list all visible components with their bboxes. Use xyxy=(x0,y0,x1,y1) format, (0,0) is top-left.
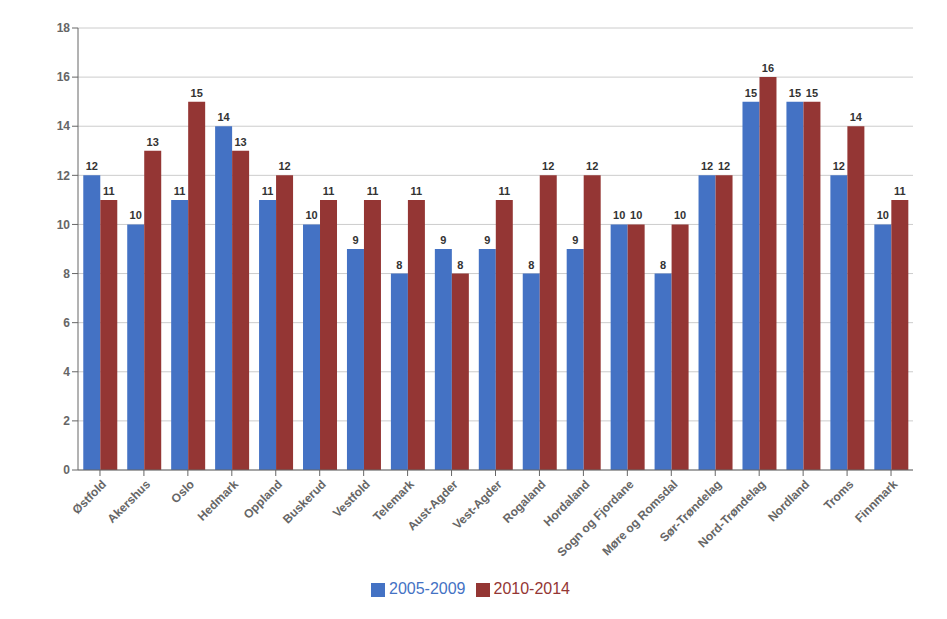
svg-text:12: 12 xyxy=(542,160,554,172)
svg-text:Telemark: Telemark xyxy=(370,477,417,524)
svg-text:10: 10 xyxy=(613,209,625,221)
svg-text:9: 9 xyxy=(440,234,446,246)
svg-text:15: 15 xyxy=(191,87,203,99)
svg-text:16: 16 xyxy=(762,62,774,74)
svg-text:8: 8 xyxy=(63,267,70,281)
svg-text:Finnmark: Finnmark xyxy=(852,477,900,525)
svg-text:9: 9 xyxy=(572,234,578,246)
svg-text:12: 12 xyxy=(586,160,598,172)
svg-text:Møre og Romsdal: Møre og Romsdal xyxy=(599,477,680,558)
svg-text:0: 0 xyxy=(63,463,70,477)
svg-text:Vestfold: Vestfold xyxy=(330,477,373,520)
svg-text:10: 10 xyxy=(630,209,642,221)
svg-text:Nordland: Nordland xyxy=(765,477,812,524)
svg-text:14: 14 xyxy=(57,119,71,133)
svg-text:Vest-Agder: Vest-Agder xyxy=(450,477,505,532)
svg-text:Oppland: Oppland xyxy=(241,477,285,521)
svg-text:Buskerud: Buskerud xyxy=(280,477,329,526)
svg-text:11: 11 xyxy=(367,185,379,197)
svg-text:12: 12 xyxy=(701,160,713,172)
svg-text:8: 8 xyxy=(528,259,534,271)
svg-text:Sogn og Fjordane: Sogn og Fjordane xyxy=(555,477,637,559)
svg-text:12: 12 xyxy=(86,160,98,172)
svg-text:6: 6 xyxy=(63,316,70,330)
svg-text:8: 8 xyxy=(457,259,463,271)
svg-text:14: 14 xyxy=(217,111,230,123)
svg-text:12: 12 xyxy=(718,160,730,172)
svg-text:10: 10 xyxy=(877,209,889,221)
html-text:2010-2014: 2010-2014 xyxy=(493,580,570,597)
svg-text:Oslo: Oslo xyxy=(168,477,197,506)
svg-text:Rogaland: Rogaland xyxy=(500,477,549,526)
svg-text:15: 15 xyxy=(806,87,818,99)
svg-text:Aust-Agder: Aust-Agder xyxy=(404,477,461,534)
svg-text:Akershus: Akershus xyxy=(105,477,154,526)
svg-text:Sør-Trøndelag: Sør-Trøndelag xyxy=(657,477,725,545)
svg-text:10: 10 xyxy=(130,209,142,221)
svg-text:13: 13 xyxy=(234,136,246,148)
svg-text:14: 14 xyxy=(850,111,863,123)
svg-text:11: 11 xyxy=(894,185,906,197)
svg-text:11: 11 xyxy=(498,185,510,197)
svg-text:13: 13 xyxy=(147,136,159,148)
svg-text:9: 9 xyxy=(352,234,358,246)
svg-text:4: 4 xyxy=(63,365,70,379)
svg-text:Østfold: Østfold xyxy=(70,477,110,517)
svg-text:10: 10 xyxy=(305,209,317,221)
svg-text:Hordaland: Hordaland xyxy=(540,477,593,530)
svg-text:11: 11 xyxy=(323,185,335,197)
svg-text:11: 11 xyxy=(262,185,274,197)
svg-text:15: 15 xyxy=(745,87,757,99)
svg-text:12: 12 xyxy=(57,169,71,183)
svg-text:Nord-Trøndelag: Nord-Trøndelag xyxy=(695,477,768,550)
svg-text:11: 11 xyxy=(103,185,115,197)
svg-text:10: 10 xyxy=(57,218,71,232)
html-text:2005-2009: 2005-2009 xyxy=(389,580,466,597)
svg-text:Troms: Troms xyxy=(821,477,857,513)
svg-text:9: 9 xyxy=(484,234,490,246)
svg-text:18: 18 xyxy=(57,21,71,35)
svg-text:11: 11 xyxy=(174,185,186,197)
svg-text:Hedmark: Hedmark xyxy=(195,477,241,523)
svg-text:10: 10 xyxy=(674,209,686,221)
svg-text:16: 16 xyxy=(57,70,71,84)
svg-text:8: 8 xyxy=(660,259,666,271)
svg-text:12: 12 xyxy=(833,160,845,172)
svg-text:2: 2 xyxy=(63,414,70,428)
svg-text:11: 11 xyxy=(411,185,423,197)
svg-text:15: 15 xyxy=(789,87,801,99)
svg-text:8: 8 xyxy=(396,259,402,271)
svg-text:12: 12 xyxy=(278,160,290,172)
